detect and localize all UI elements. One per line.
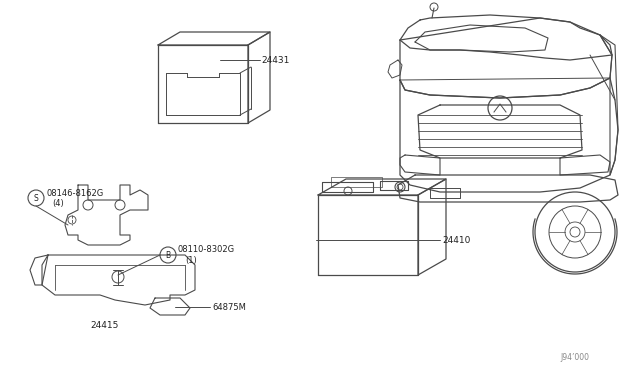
Text: J94’000: J94’000: [560, 353, 589, 362]
Text: 24410: 24410: [442, 235, 470, 244]
Text: 08110-8302G: 08110-8302G: [178, 246, 235, 254]
Text: 08146-8162G: 08146-8162G: [46, 189, 103, 198]
Text: 24415: 24415: [90, 321, 118, 330]
Text: S: S: [34, 193, 38, 202]
Text: 24431: 24431: [261, 55, 289, 64]
Text: 64875M: 64875M: [212, 302, 246, 311]
Text: (4): (4): [52, 199, 64, 208]
Text: B: B: [165, 250, 171, 260]
Text: (1): (1): [185, 256, 196, 264]
